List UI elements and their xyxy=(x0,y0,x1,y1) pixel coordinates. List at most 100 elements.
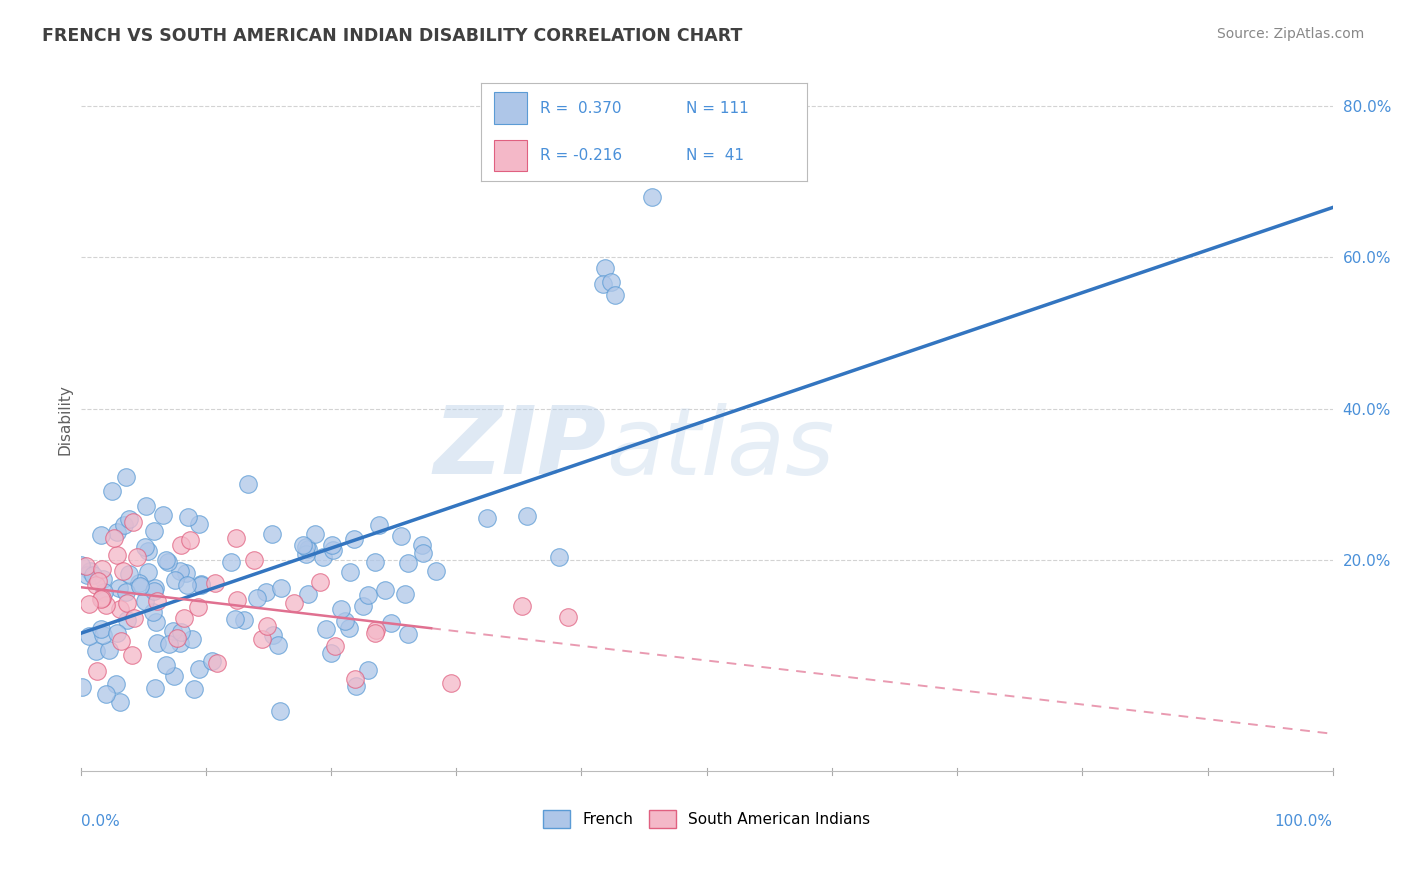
Point xyxy=(368,518,391,533)
Point xyxy=(297,541,319,556)
Point xyxy=(170,625,193,640)
Point xyxy=(107,581,129,595)
Point xyxy=(337,621,360,635)
Point xyxy=(98,642,121,657)
Point xyxy=(101,484,124,499)
Point xyxy=(157,637,180,651)
Point xyxy=(173,610,195,624)
Point xyxy=(82,567,104,582)
Point xyxy=(204,576,226,591)
Point xyxy=(641,190,664,204)
Point xyxy=(232,613,254,627)
Point xyxy=(111,564,134,578)
Point xyxy=(136,544,159,558)
Point xyxy=(364,625,387,640)
Point xyxy=(136,566,159,580)
Point xyxy=(224,611,246,625)
Point xyxy=(188,662,211,676)
Point xyxy=(315,622,337,636)
Point xyxy=(135,499,157,513)
Point xyxy=(170,538,193,552)
Point xyxy=(294,541,316,555)
Point xyxy=(91,628,114,642)
Point xyxy=(510,599,533,614)
Point xyxy=(145,594,167,608)
Point xyxy=(70,680,93,694)
Point xyxy=(295,547,318,561)
Point xyxy=(304,527,326,541)
Point xyxy=(339,566,361,580)
Legend: French, South American Indians: French, South American Indians xyxy=(537,804,876,834)
Point xyxy=(156,555,179,569)
Point xyxy=(105,677,128,691)
Point xyxy=(389,529,412,543)
Point xyxy=(325,639,347,653)
Point xyxy=(84,578,107,592)
Point xyxy=(110,601,132,615)
Point xyxy=(90,591,112,605)
Point xyxy=(118,511,141,525)
Point xyxy=(115,585,138,599)
Point xyxy=(221,555,243,569)
Point xyxy=(103,531,125,545)
Point xyxy=(90,592,112,607)
Point xyxy=(79,597,101,611)
Point xyxy=(343,532,366,546)
Point xyxy=(356,587,378,601)
Point xyxy=(75,558,97,573)
Point xyxy=(270,581,292,595)
Point xyxy=(174,566,197,580)
Point xyxy=(169,636,191,650)
Point xyxy=(108,696,131,710)
Point xyxy=(321,538,343,552)
Point xyxy=(593,260,616,275)
Point xyxy=(246,591,269,605)
Point xyxy=(128,579,150,593)
Point xyxy=(163,573,186,587)
Point xyxy=(557,610,579,624)
Point xyxy=(166,632,188,646)
Point xyxy=(90,528,112,542)
Point xyxy=(162,624,184,639)
Point xyxy=(121,515,143,529)
Point xyxy=(93,585,115,599)
Point xyxy=(163,669,186,683)
Point xyxy=(374,582,396,597)
Point xyxy=(516,508,538,523)
Text: FRENCH VS SOUTH AMERICAN INDIAN DISABILITY CORRELATION CHART: FRENCH VS SOUTH AMERICAN INDIAN DISABILI… xyxy=(42,27,742,45)
Point xyxy=(412,546,434,560)
Point xyxy=(94,687,117,701)
Text: ZIP: ZIP xyxy=(433,402,606,494)
Point xyxy=(134,540,156,554)
Point xyxy=(243,553,266,567)
Point xyxy=(190,577,212,591)
Point xyxy=(183,681,205,696)
Point xyxy=(179,533,201,548)
Point xyxy=(364,555,387,569)
Point xyxy=(125,549,148,564)
Point xyxy=(143,582,166,596)
Point xyxy=(250,632,273,647)
Point xyxy=(256,619,278,633)
Point xyxy=(603,287,626,301)
Point xyxy=(84,643,107,657)
Y-axis label: Disability: Disability xyxy=(58,384,72,456)
Point xyxy=(143,584,166,599)
Text: Source: ZipAtlas.com: Source: ZipAtlas.com xyxy=(1216,27,1364,41)
Point xyxy=(176,578,198,592)
Point xyxy=(105,626,128,640)
Point xyxy=(94,598,117,612)
Point xyxy=(155,553,177,567)
Point xyxy=(134,594,156,608)
Point xyxy=(319,646,342,660)
Point xyxy=(380,615,402,630)
Point xyxy=(76,568,98,582)
Point xyxy=(201,654,224,668)
Point xyxy=(394,587,416,601)
Point xyxy=(105,525,128,540)
Point xyxy=(292,538,315,552)
Point xyxy=(330,602,353,616)
Point xyxy=(322,543,344,558)
Text: 0.0%: 0.0% xyxy=(80,814,120,829)
Text: 100.0%: 100.0% xyxy=(1275,814,1333,829)
